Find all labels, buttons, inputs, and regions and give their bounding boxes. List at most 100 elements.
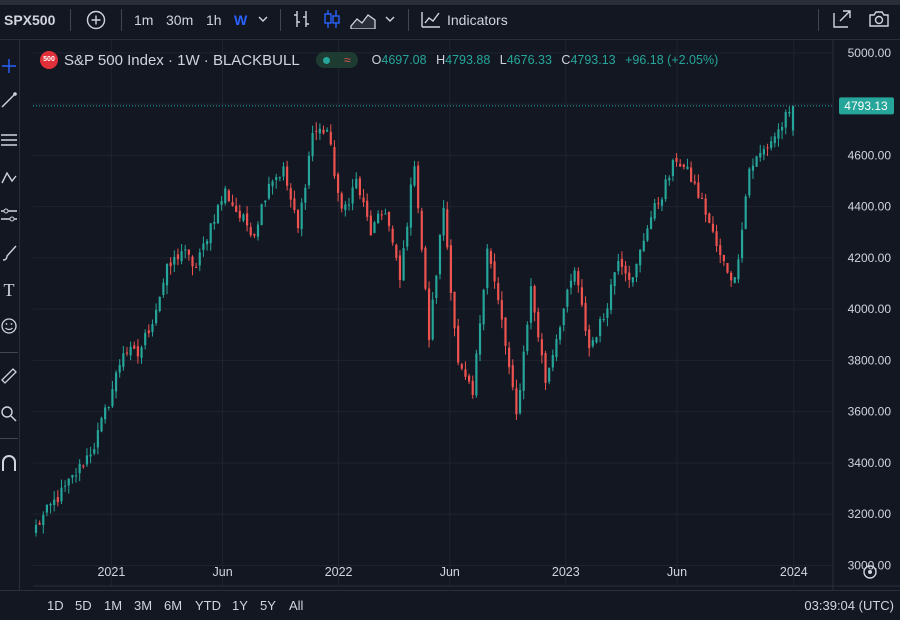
- candle-body: [791, 105, 795, 131]
- crosshair-icon[interactable]: [0, 56, 18, 76]
- interval-w[interactable]: W: [234, 12, 248, 28]
- brush-icon[interactable]: [0, 243, 18, 263]
- candle-body: [431, 299, 434, 340]
- range-6m[interactable]: 6M: [164, 598, 183, 613]
- series-title[interactable]: S&P 500 Index · 1W · BLACKBULL: [64, 51, 300, 69]
- candle-body: [173, 256, 176, 265]
- candle-body: [562, 308, 565, 326]
- candle-body: [497, 283, 500, 301]
- candle-body: [515, 388, 518, 415]
- chart-area[interactable]: 5000.004800.004600.004400.004200.004000.…: [33, 40, 900, 590]
- interval-dropdown[interactable]: [256, 9, 270, 31]
- axis-settings-icon[interactable]: [863, 565, 877, 579]
- indicators-icon[interactable]: [420, 9, 442, 31]
- interval-30m[interactable]: 30m: [166, 12, 194, 28]
- candle-body: [74, 475, 78, 477]
- candle-body: [224, 188, 227, 204]
- candle-body: [471, 380, 474, 396]
- utc-clock[interactable]: 03:39:04 (UTC): [804, 598, 894, 613]
- candle-body: [329, 131, 332, 145]
- candle-body: [511, 365, 514, 388]
- toolbar-divider: [0, 438, 18, 439]
- pattern-icon[interactable]: [0, 168, 18, 188]
- candles-icon[interactable]: [322, 9, 342, 31]
- candle-body: [620, 258, 624, 267]
- candle-body: [606, 308, 609, 318]
- candle-body: [639, 249, 642, 266]
- candle-body: [649, 217, 653, 230]
- candle-body: [391, 228, 394, 243]
- candle-body: [504, 317, 507, 346]
- text-tool-icon[interactable]: T: [3, 280, 15, 300]
- chart-type-dropdown[interactable]: [383, 9, 397, 31]
- candle-body: [176, 254, 180, 260]
- candle-body: [398, 255, 402, 280]
- candle-body: [402, 248, 405, 281]
- y-tick-label: 4200.00: [848, 251, 892, 265]
- bar-chart-icon[interactable]: [292, 9, 312, 31]
- candle-body: [347, 204, 351, 206]
- candle-body: [719, 245, 722, 256]
- candle-body: [362, 197, 365, 203]
- candle-body: [231, 202, 234, 206]
- candle-body: [697, 182, 700, 198]
- range-3m[interactable]: 3M: [134, 598, 153, 613]
- camera-icon[interactable]: [868, 9, 890, 31]
- candle-body: [784, 112, 787, 128]
- candle-body: [326, 129, 329, 132]
- magnet-icon[interactable]: [0, 454, 18, 474]
- trend-line-icon[interactable]: [0, 90, 18, 110]
- add-symbol-icon[interactable]: [86, 9, 106, 31]
- candle-body: [453, 291, 456, 329]
- candle-body: [569, 280, 573, 288]
- candlestick-chart[interactable]: 5000.004800.004600.004400.004200.004000.…: [33, 40, 900, 590]
- interval-1h[interactable]: 1h: [206, 12, 222, 28]
- prediction-icon[interactable]: [0, 205, 18, 225]
- candle-body: [671, 160, 674, 176]
- range-1y[interactable]: 1Y: [232, 598, 248, 613]
- chart-legend: 500 S&P 500 Index · 1W · BLACKBULL ≈ O46…: [40, 49, 718, 71]
- range-ytd[interactable]: YTD: [195, 598, 221, 613]
- candle-body: [457, 325, 460, 363]
- candle-body: [613, 272, 616, 286]
- candle-body: [377, 213, 380, 223]
- x-tick-label: 2021: [97, 565, 125, 579]
- market-status-badge[interactable]: ≈: [315, 52, 358, 68]
- y-tick-label: 4600.00: [848, 148, 892, 162]
- candle-body: [602, 319, 605, 321]
- candle-body: [333, 146, 336, 177]
- range-5y[interactable]: 5Y: [260, 598, 276, 613]
- candle-body: [366, 200, 369, 217]
- candle-body: [344, 204, 347, 211]
- last-price-label: 4793.13: [839, 97, 894, 115]
- candle-body: [118, 364, 121, 373]
- candle-body: [151, 324, 154, 333]
- area-chart-icon[interactable]: [350, 9, 376, 31]
- candle-body: [158, 296, 161, 312]
- symbol-search[interactable]: SPX500: [4, 12, 56, 28]
- candle-body: [526, 324, 529, 352]
- indicators-button[interactable]: Indicators: [447, 12, 508, 28]
- range-1m[interactable]: 1M: [104, 598, 123, 613]
- candle-body: [446, 209, 449, 248]
- x-tick-label: 2022: [325, 565, 353, 579]
- range-1d[interactable]: 1D: [47, 598, 64, 613]
- emoji-icon[interactable]: [0, 316, 18, 336]
- fib-retracement-icon[interactable]: [0, 130, 18, 150]
- candle-body: [235, 205, 238, 212]
- zoom-icon[interactable]: [0, 404, 18, 424]
- ruler-icon[interactable]: [0, 365, 18, 385]
- candle-body: [267, 183, 271, 199]
- range-5d[interactable]: 5D: [75, 598, 92, 613]
- candle-body: [64, 485, 67, 487]
- candle-body: [748, 168, 751, 196]
- candle-body: [300, 202, 303, 230]
- fullscreen-icon[interactable]: [832, 9, 852, 31]
- candle-body: [537, 311, 540, 338]
- candle-body: [628, 272, 631, 280]
- candle-body: [624, 265, 627, 274]
- range-all[interactable]: All: [289, 598, 304, 613]
- market-open-dot: [322, 56, 330, 64]
- candle-body: [555, 339, 558, 358]
- interval-1m[interactable]: 1m: [134, 12, 154, 28]
